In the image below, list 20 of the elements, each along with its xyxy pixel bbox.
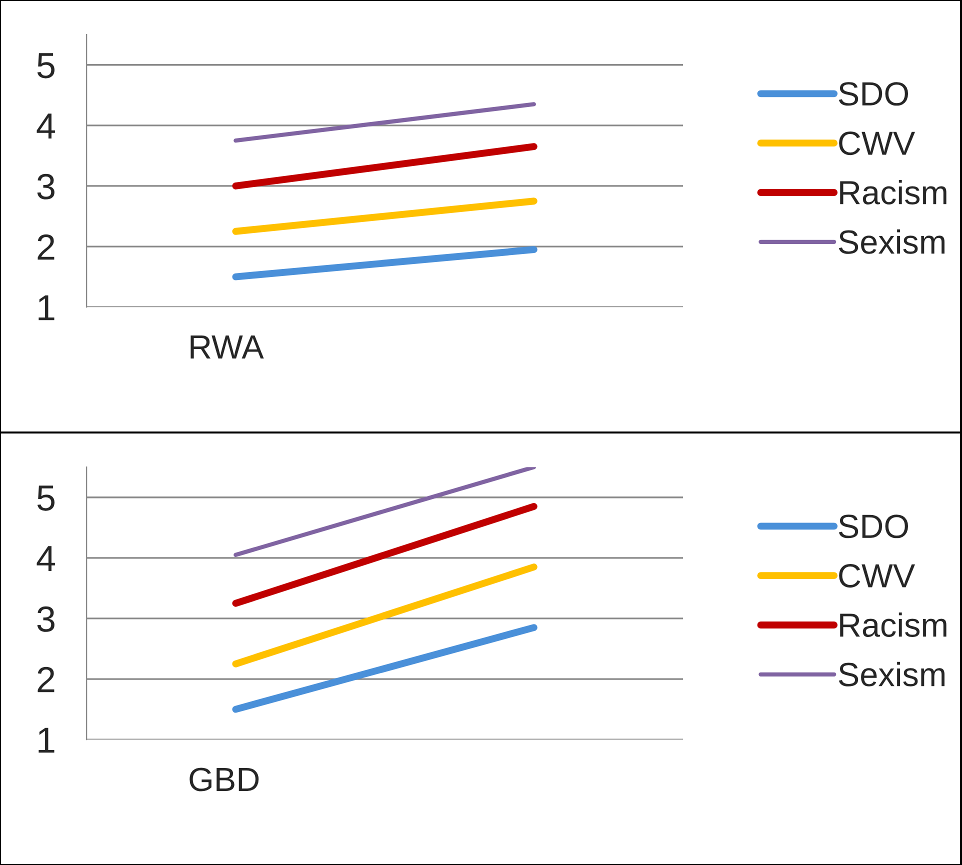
y-tick-label: 5 <box>37 53 55 78</box>
legend-label: Racism <box>840 180 946 204</box>
legend-label: Sexism <box>838 229 944 254</box>
legend-label: SDO <box>838 514 908 538</box>
y-tick-label: 3 <box>37 606 54 632</box>
legend-label: CWV <box>839 564 916 588</box>
y-tick-label: 1 <box>38 295 54 320</box>
y-tick-label: 5 <box>37 486 55 511</box>
x-axis-title: RWA <box>190 336 264 358</box>
legend-label: Sexism <box>838 662 944 686</box>
y-tick-label: 2 <box>38 666 54 692</box>
x-axis-title: GBD <box>190 768 259 792</box>
y-tick-label: 4 <box>36 546 55 572</box>
legend-label: SDO <box>838 82 908 106</box>
y-tick-label: 2 <box>38 234 54 260</box>
y-tick-label: 1 <box>38 728 54 753</box>
y-tick-label: 3 <box>37 174 54 200</box>
y-tick-label: 4 <box>36 114 55 139</box>
legend-label: CWV <box>839 131 916 156</box>
legend-label: Racism <box>840 612 946 637</box>
